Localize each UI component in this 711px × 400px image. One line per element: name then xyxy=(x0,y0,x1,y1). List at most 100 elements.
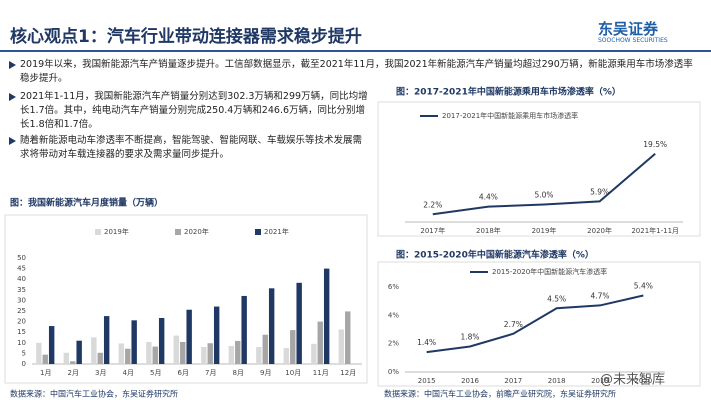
bar xyxy=(91,337,97,364)
bar xyxy=(152,346,158,364)
data-label: 1.4% xyxy=(417,338,436,347)
y-tick-label: 50 xyxy=(17,254,26,262)
y-tick-label: 20 xyxy=(17,318,26,326)
legend-swatch xyxy=(175,229,181,235)
chart-title: 图：2017-2021年中国新能源乘用车市场渗透率（%） xyxy=(396,86,621,98)
chart-title: 图：我国新能源汽车月度销量（万辆） xyxy=(10,197,163,209)
bar xyxy=(235,340,241,364)
x-tick-label: 2017年 xyxy=(420,226,445,235)
chart-title: 图：2015-2020年中国新能源汽车渗透率（%） xyxy=(396,249,594,261)
y-tick-label: 2% xyxy=(388,340,399,348)
bar xyxy=(311,343,317,364)
bar xyxy=(241,295,247,364)
bar xyxy=(317,321,323,364)
x-tick-label: 10月 xyxy=(285,369,301,377)
data-label: 4.4% xyxy=(479,193,498,202)
bar xyxy=(70,361,76,364)
bar xyxy=(338,329,345,364)
x-tick-label: 4月 xyxy=(123,369,134,377)
bar xyxy=(158,317,165,364)
footer-source: 数据来源：中国汽车工业协会，前瞻产业研究院，东吴证券研究所 xyxy=(384,389,616,399)
bar xyxy=(97,352,103,364)
chart-frame xyxy=(4,214,368,384)
x-tick-label: 8月 xyxy=(233,369,244,377)
bar xyxy=(63,352,70,364)
data-label: 5.9% xyxy=(590,187,609,196)
x-tick-label: 2015 xyxy=(418,377,436,385)
bullet: 随着新能源电动车渗透率不断提高，智能驾驶、智能网联、车载娱乐等技术发展需求将带动… xyxy=(8,134,370,162)
bar xyxy=(76,340,82,364)
y-tick-label: 15 xyxy=(17,328,26,336)
x-tick-label: 5月 xyxy=(150,369,161,377)
bar xyxy=(146,341,152,364)
y-tick-label: 4% xyxy=(388,311,399,319)
legend-label: 2017-2021年中国新能源乘用车市场渗透率 xyxy=(442,111,578,120)
x-tick-label: 12月 xyxy=(340,369,356,377)
x-tick-label: 2019年 xyxy=(532,226,557,235)
line xyxy=(432,152,656,216)
x-tick-label: 6月 xyxy=(178,369,189,377)
legend-swatch xyxy=(95,229,101,235)
logo-sub: SOOCHOW SECURITIES xyxy=(598,37,668,44)
x-tick-label: 2018年 xyxy=(476,226,501,235)
slide-title: 核心观点1：汽车行业带动连接器需求稳步提升 xyxy=(10,27,362,47)
bar xyxy=(323,268,330,364)
logo: 东吴证券 xyxy=(598,20,659,38)
header-rule xyxy=(0,50,711,52)
x-tick-label: 3月 xyxy=(95,369,106,377)
bar xyxy=(131,320,137,364)
x-tick-label: 2020年 xyxy=(587,226,612,235)
legend-label: 2021年 xyxy=(264,227,289,236)
chart-frame xyxy=(377,261,701,387)
x-tick-label: 11月 xyxy=(313,369,329,377)
bar xyxy=(118,343,125,364)
bar xyxy=(283,348,290,364)
y-tick-label: 10 xyxy=(17,339,26,347)
bar xyxy=(186,309,192,364)
data-label: 5.4% xyxy=(634,282,653,291)
watermark: @未来智库 xyxy=(600,372,665,388)
bar xyxy=(201,347,207,364)
y-tick-label: 40 xyxy=(17,275,26,283)
data-label: 1.8% xyxy=(460,333,479,342)
x-tick-label: 2017 xyxy=(504,377,522,385)
line xyxy=(426,294,644,354)
x-tick-label: 2021年1-11月 xyxy=(631,226,679,235)
data-label: 5.0% xyxy=(534,191,553,200)
data-label: 2.7% xyxy=(504,320,523,329)
bar xyxy=(213,306,220,364)
bar xyxy=(228,345,235,364)
bar xyxy=(256,347,262,364)
bar xyxy=(36,342,42,364)
chart-frame xyxy=(377,101,701,237)
legend-label: 2020年 xyxy=(184,227,209,236)
data-label: 2.2% xyxy=(423,200,442,209)
bar xyxy=(125,348,131,364)
bar xyxy=(268,288,275,364)
bar xyxy=(180,341,186,364)
x-tick-label: 2016 xyxy=(461,377,479,385)
bar xyxy=(173,335,180,364)
legend-label: 2019年 xyxy=(104,227,129,236)
bullet: 2019年以来，我国新能源汽车产销量逐步提升。工信部数据显示，截至2021年11… xyxy=(8,58,700,86)
bullet: 2021年1-11月，我国新能源汽车产销量分别达到302.3万辆和299万辆，同… xyxy=(8,90,370,132)
y-tick-label: 25 xyxy=(17,307,26,315)
bar xyxy=(290,330,296,364)
x-tick-label: 2月 xyxy=(68,369,79,377)
y-tick-label: 0 xyxy=(22,360,26,368)
bar xyxy=(262,334,268,364)
legend-label: 2015-2020年中国新能源汽车渗透率 xyxy=(492,267,607,276)
data-label: 19.5% xyxy=(643,140,667,149)
y-tick-label: 6% xyxy=(388,283,399,291)
x-tick-label: 2019 xyxy=(591,377,609,385)
footer-source: 数据来源：中国汽车工业协会，东吴证券研究所 xyxy=(10,389,178,399)
bar xyxy=(103,316,110,364)
y-tick-label: 35 xyxy=(17,286,26,294)
y-tick-label: 0% xyxy=(388,368,399,376)
x-tick-label: 1月 xyxy=(40,369,51,377)
bar xyxy=(296,282,302,364)
x-tick-label: 2020 xyxy=(634,377,652,385)
bar xyxy=(207,343,213,364)
